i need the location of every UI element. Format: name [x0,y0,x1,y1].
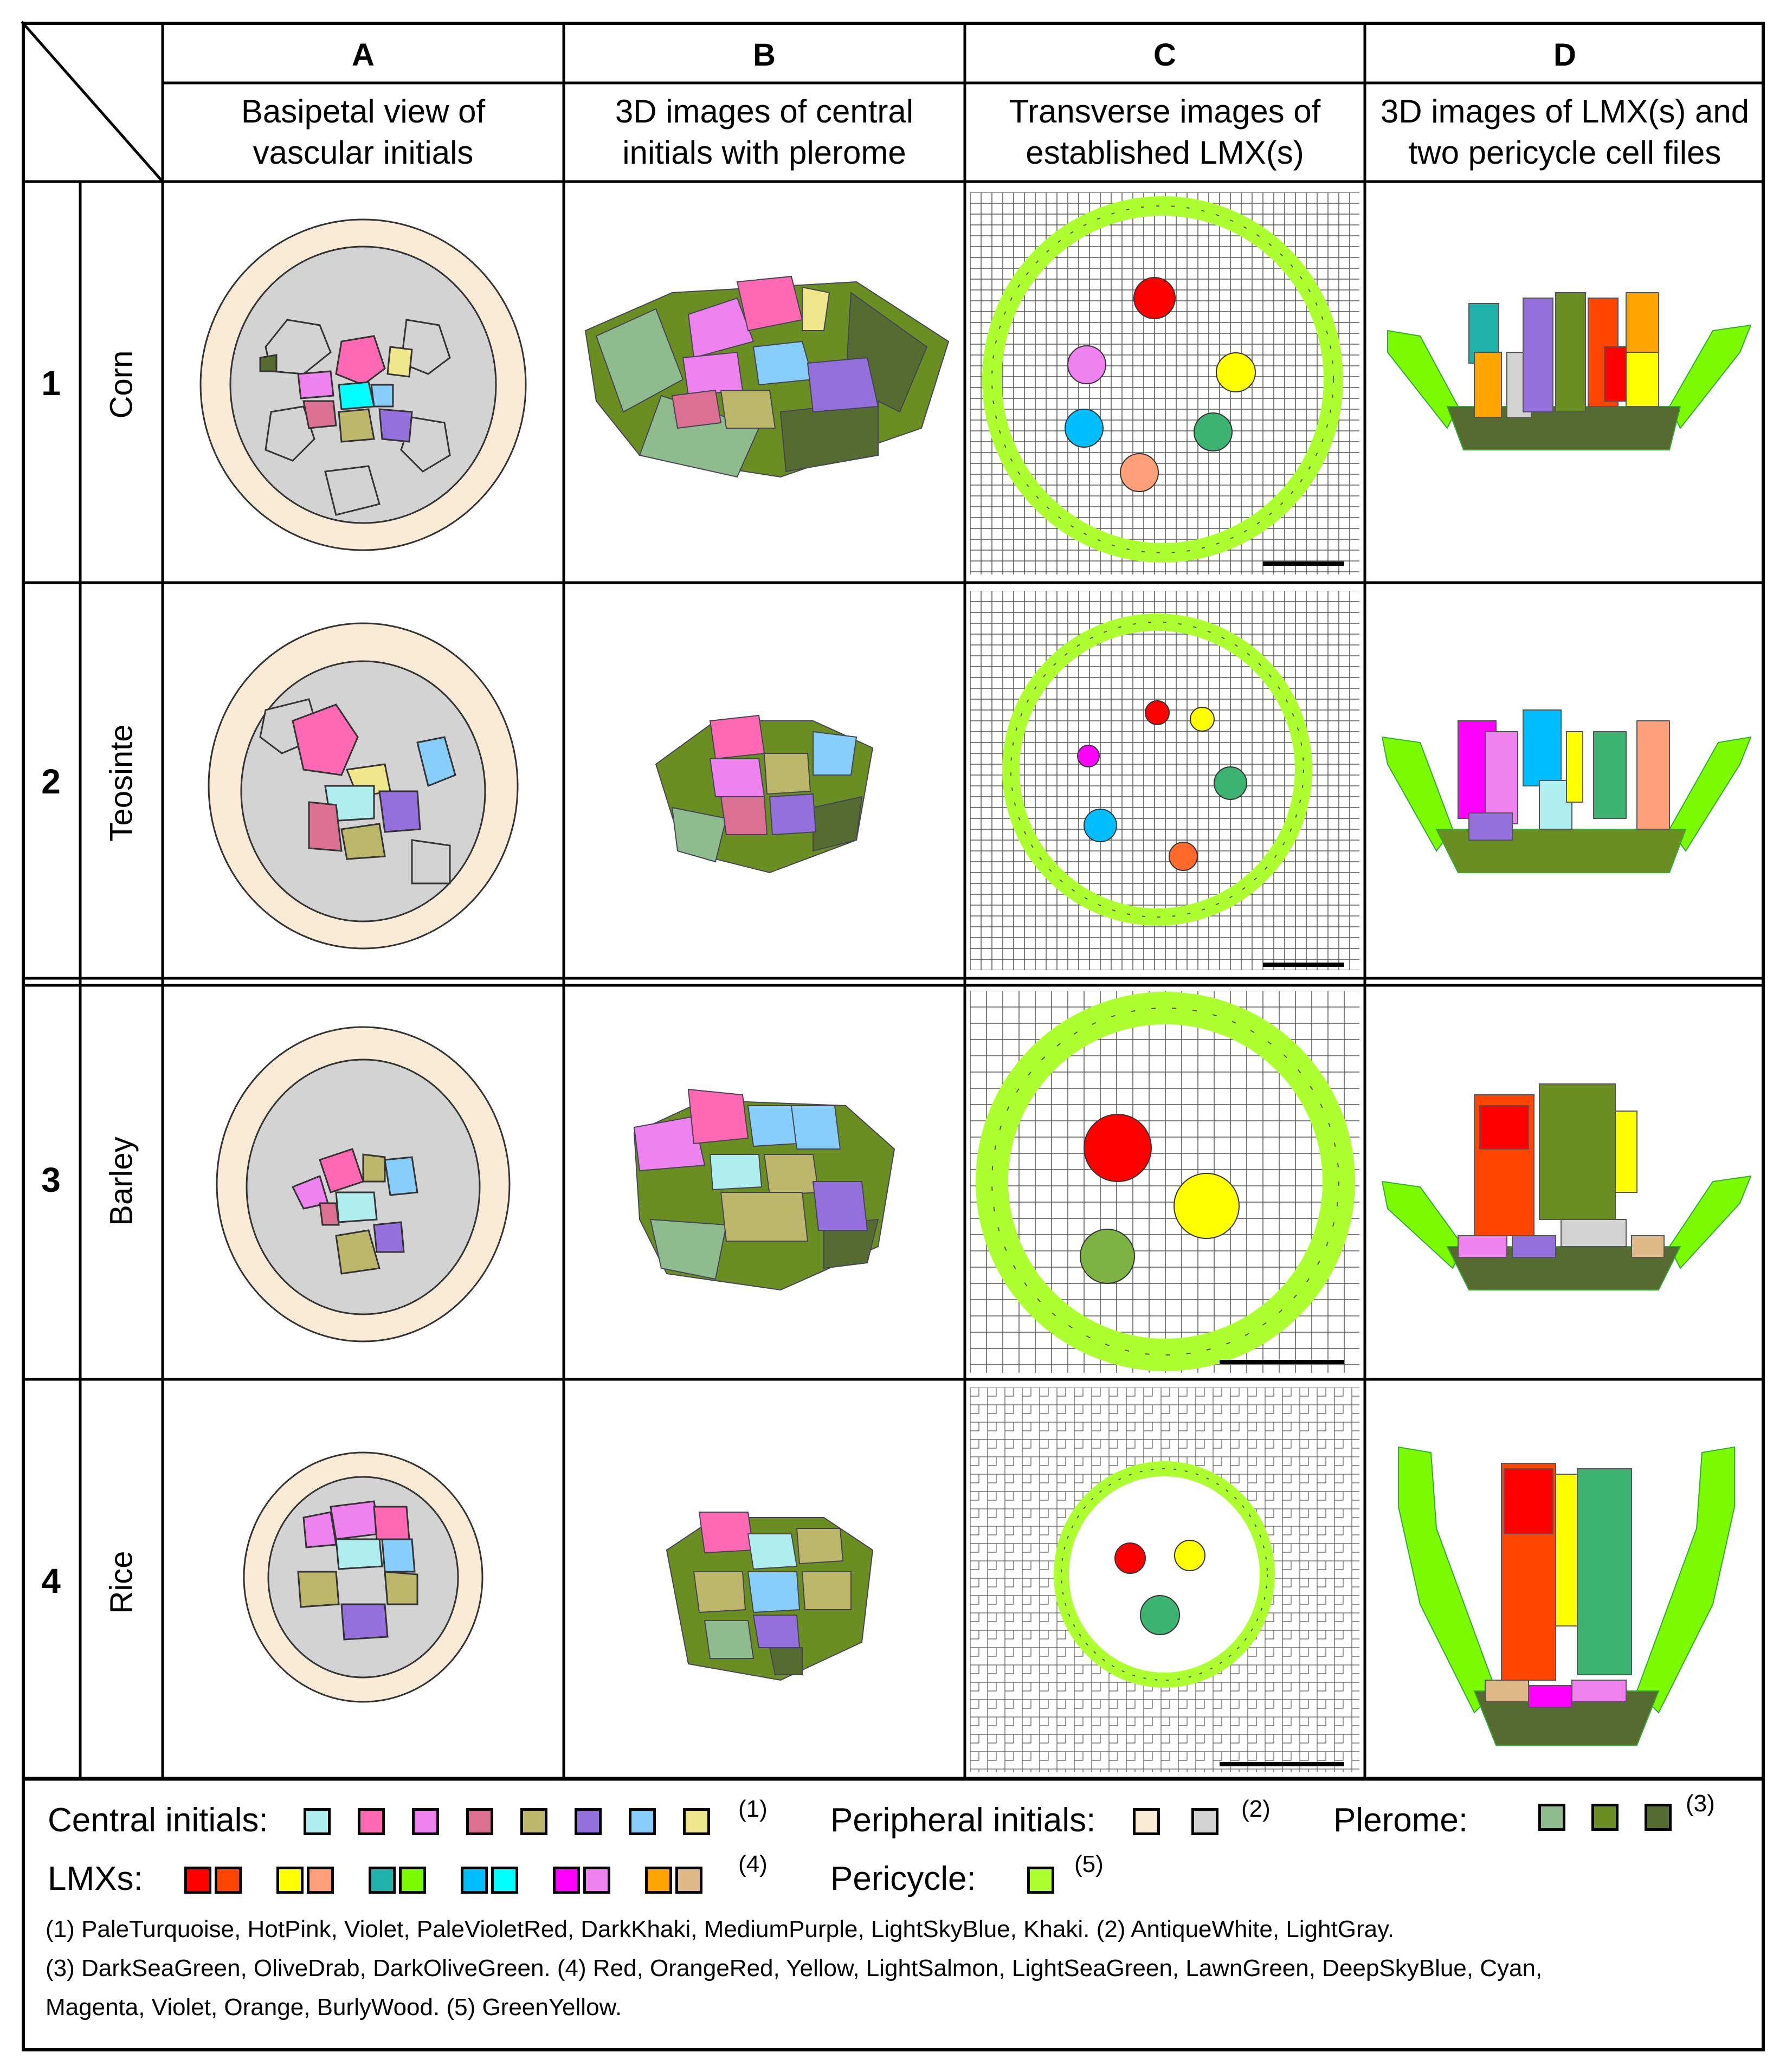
lmx-swatch [276,1867,304,1894]
legend-note-line-1: (1) PaleTurquoise, HotPink, Violet, Pale… [46,1916,1395,1942]
lmx-swatch [399,1867,426,1894]
figure-frame [22,22,1765,2051]
transverse-image-barley [970,991,1359,1373]
lmx-swatch [553,1867,580,1894]
central-initials-3d-barley [633,1088,895,1291]
plerome-swatch [1645,1804,1672,1831]
lmx-swatch [491,1867,518,1894]
lmx-swatch [675,1867,702,1894]
basipetal-view-teosinte [208,622,519,950]
column-letter-c: C [1153,37,1176,73]
central-initial-swatch [520,1808,547,1835]
central-initial-swatch [575,1808,602,1835]
column-description-c: Transverse images of established LMX(s) [965,91,1365,173]
peripheral-initial-swatch [1133,1808,1160,1835]
lmx-label: LMXs: [48,1860,143,1897]
lmx-swatch [583,1867,610,1894]
column-description-b: 3D images of central initials with plero… [564,91,965,173]
lmx-3d-teosinte [1381,709,1752,873]
column-letter-b: B [753,37,776,73]
column-description-line: Basipetal view of [241,93,486,130]
column-letter-d: D [1553,37,1576,73]
lmx-swatch [461,1867,488,1894]
column-description-a: Basipetal view of vascular initials [163,91,564,173]
lmx-swatch [215,1867,242,1894]
legend-note-line-3: Magenta, Violet, Orange, BurlyWood. (5) … [46,1994,622,2021]
lmx-3d-barley [1381,1083,1752,1290]
basipetal-view-barley [216,1026,511,1342]
plerome-note-ref: (3) [1686,1790,1715,1817]
column-description-line: Transverse images of [1009,93,1321,130]
lmx-note-ref: (4) [738,1851,768,1877]
central-initials-label: Central initials: [48,1802,268,1839]
pericycle-note-ref: (5) [1074,1851,1104,1877]
peripheral-initials-note-ref: (2) [1241,1796,1271,1822]
transverse-image-rice [970,1387,1359,1772]
column-description-line: established LMX(s) [1026,134,1304,171]
column-description-line: 3D images of LMX(s) and [1380,93,1750,130]
column-description-line: two pericycle cell files [1408,134,1721,171]
row-name-teosinte: Teosinte [104,724,139,842]
column-description-d: 3D images of LMX(s) and two pericycle ce… [1365,91,1765,173]
legend-note-line-2: (3) DarkSeaGreen, OliveDrab, DarkOliveGr… [46,1955,1543,1981]
plerome-swatch [1538,1804,1565,1831]
central-initial-swatch [466,1808,493,1835]
row-name-corn: Corn [104,350,139,419]
column-description-line: initials with plerome [622,134,906,171]
column-description-line: vascular initials [253,134,474,171]
peripheral-initials-label: Peripheral initials: [830,1802,1096,1839]
plerome-swatch [1591,1804,1619,1831]
row-number-1: 1 [41,364,61,403]
row-number-2: 2 [41,762,61,801]
central-initial-swatch [683,1808,710,1835]
transverse-image-corn [970,192,1359,575]
row-name-barley: Barley [104,1137,139,1226]
lmx-swatch [307,1867,334,1894]
basipetal-view-rice [243,1451,483,1703]
central-initials-3d-corn [584,275,950,478]
pericycle-label: Pericycle: [830,1860,976,1897]
basipetal-view-corn [199,218,527,551]
lmx-swatch [645,1867,672,1894]
column-description-line: 3D images of central [615,93,914,130]
central-initials-3d-rice [666,1512,874,1681]
central-initial-swatch [358,1808,385,1835]
column-letter-a: A [352,37,375,73]
lmx-3d-rice [1398,1446,1735,1746]
peripheral-initial-swatch [1191,1808,1218,1835]
lmx-swatch [184,1867,211,1894]
lmx-3d-corn [1387,292,1752,450]
row-number-4: 4 [41,1561,61,1600]
lmx-swatch [369,1867,396,1894]
row-number-3: 3 [41,1160,61,1199]
transverse-image-teosinte [970,591,1359,970]
pericycle-swatch [1027,1867,1054,1894]
central-initials-note-ref: (1) [738,1796,768,1822]
central-initial-swatch [304,1808,331,1835]
row-name-rice: Rice [104,1551,139,1614]
plerome-label: Plerome: [1333,1802,1468,1839]
central-initial-swatch [629,1808,656,1835]
central-initial-swatch [412,1808,439,1835]
central-initials-3d-teosinte [655,714,874,874]
